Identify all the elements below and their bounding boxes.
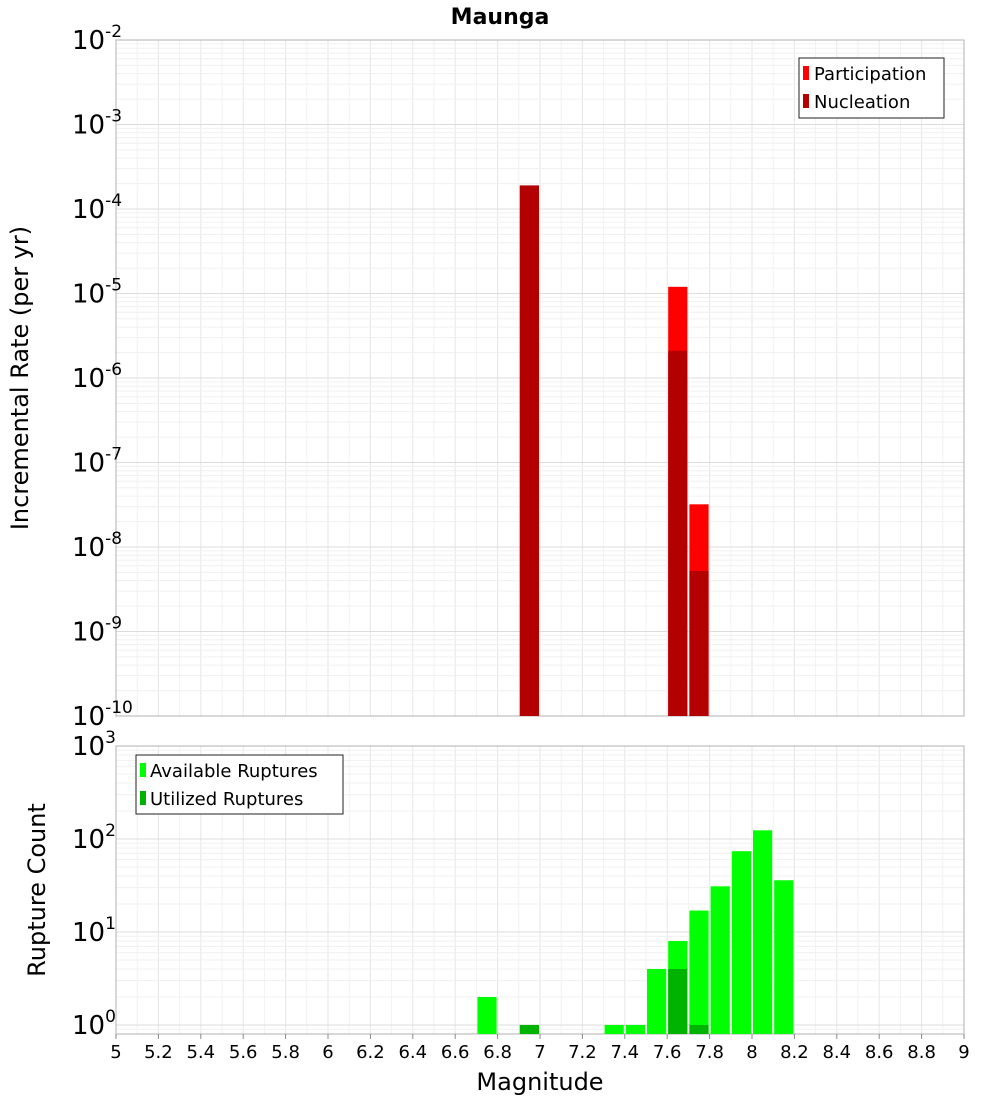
top-panel: 10-10 10-9 10-8 10-7 10-6 10-5 10-4 10-3 10-2 In… <box>6 22 965 732</box>
top-grid <box>116 40 964 716</box>
top-bar-nucleation-6.95 <box>519 185 539 717</box>
x-tick-label: 8.8 <box>907 1042 936 1063</box>
top-legend: Participation Nucleation <box>798 57 945 119</box>
x-tick-label: 7.6 <box>653 1042 682 1063</box>
bottom-legend: Available Ruptures Utilized Ruptures <box>135 754 344 815</box>
top-y-tick-label: 10-9 <box>72 614 122 648</box>
bottom-bar-available-ruptures-7.75 <box>689 910 709 1034</box>
top-bar-nucleation-7.75 <box>689 570 709 716</box>
bottom-panel: 100 101 102 103 5 5.2 5.4 5.6 5.8 6 6.2 6.4 6.6 6.8 7… <box>23 728 970 1096</box>
top-y-tick-label: 10-2 <box>72 22 122 56</box>
bottom-y-tick-label: 101 <box>72 914 116 948</box>
top-y-tick-label: 10-5 <box>72 276 122 310</box>
x-tick-label: 5.8 <box>271 1042 300 1063</box>
bottom-bar-utilized-ruptures-7.75 <box>689 1024 709 1034</box>
chart-title: Maunga <box>451 5 550 30</box>
top-y-tick-label: 10-4 <box>72 191 122 225</box>
top-bars <box>519 185 709 717</box>
top-bar-nucleation-7.65 <box>668 350 688 716</box>
x-tick-label: 8 <box>746 1042 757 1063</box>
legend-swatch-nucleation <box>803 94 809 108</box>
top-plot-frame <box>115 39 965 717</box>
x-tick-label: 5.6 <box>229 1042 258 1063</box>
bottom-y-tick-label: 103 <box>72 728 116 762</box>
bottom-y-tick-label: 100 <box>72 1007 116 1041</box>
bottom-bar-available-ruptures-7.45 <box>625 1024 645 1034</box>
bottom-grid <box>116 746 964 1034</box>
top-y-tick-label: 10-8 <box>72 529 122 563</box>
legend-label-utilized: Utilized Ruptures <box>150 789 303 810</box>
top-y-tick-label: 10-7 <box>72 445 122 479</box>
x-tick-label: 7.2 <box>568 1042 597 1063</box>
bottom-y-tick-label: 102 <box>72 821 116 855</box>
bottom-bar-available-ruptures-7.55 <box>647 968 667 1034</box>
legend-label-available: Available Ruptures <box>150 761 318 782</box>
x-tick-label: 8.6 <box>865 1042 894 1063</box>
top-y-axis-label: Incremental Rate (per yr) <box>6 226 34 530</box>
bottom-bar-available-ruptures-8.15 <box>774 880 794 1034</box>
bottom-y-ticks: 100 101 102 103 <box>72 728 116 1041</box>
top-y-ticks: 10-10 10-9 10-8 10-7 10-6 10-5 10-4 10-3 10-2 <box>72 22 133 732</box>
legend-label-nucleation: Nucleation <box>814 92 910 113</box>
legend-swatch-utilized <box>140 791 146 805</box>
x-tick-label: 5 <box>110 1042 121 1063</box>
x-tick-label: 6 <box>322 1042 333 1063</box>
top-y-tick-label: 10-10 <box>72 698 133 732</box>
legend-swatch-participation <box>803 66 809 80</box>
x-tick-label: 9 <box>958 1042 969 1063</box>
x-axis-label: Magnitude <box>476 1068 603 1096</box>
x-tick-label: 8.2 <box>780 1042 809 1063</box>
x-tick-label: 7.4 <box>610 1042 639 1063</box>
x-tick-label: 5.2 <box>144 1042 173 1063</box>
legend-label-participation: Participation <box>814 64 926 85</box>
x-tick-label: 6.8 <box>483 1042 512 1063</box>
bottom-bar-available-ruptures-7.95 <box>731 851 751 1034</box>
legend-swatch-available <box>140 763 146 777</box>
bottom-bar-available-ruptures-6.75 <box>477 996 497 1034</box>
bottom-bar-available-ruptures-8.05 <box>753 830 773 1034</box>
x-tick-label: 6.2 <box>356 1042 385 1063</box>
top-y-tick-label: 10-3 <box>72 107 122 141</box>
bottom-bar-utilized-ruptures-7.65 <box>668 968 688 1034</box>
bottom-bars <box>477 830 794 1034</box>
x-tick-label: 7.8 <box>695 1042 724 1063</box>
bottom-bar-available-ruptures-7.85 <box>710 886 730 1034</box>
x-tick-label: 7 <box>534 1042 545 1063</box>
bottom-bar-available-ruptures-7.35 <box>604 1024 624 1034</box>
bottom-y-axis-label: Rupture Count <box>23 803 51 977</box>
x-tick-label: 6.6 <box>441 1042 470 1063</box>
x-tick-label: 8.4 <box>822 1042 851 1063</box>
x-ticks: 5 5.2 5.4 5.6 5.8 6 6.2 6.4 6.6 6.8 7 7.2 7.4 7.6 7.8 8… <box>110 1034 970 1063</box>
bottom-bar-utilized-ruptures-6.95 <box>519 1024 539 1034</box>
x-tick-label: 5.4 <box>186 1042 215 1063</box>
x-tick-label: 6.4 <box>398 1042 427 1063</box>
top-y-tick-label: 10-6 <box>72 360 122 394</box>
